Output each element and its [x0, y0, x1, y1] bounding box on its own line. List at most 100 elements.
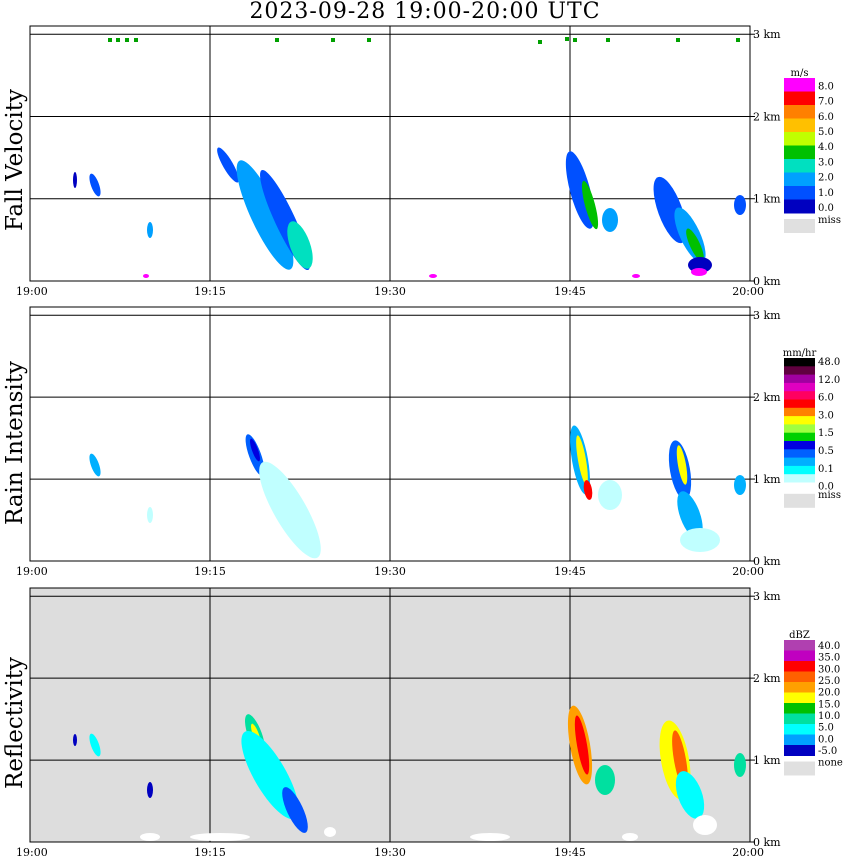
echo-region: [686, 228, 704, 262]
colorbar-label: 25.0: [818, 676, 840, 687]
y-tick-label: 2 km: [753, 110, 781, 123]
echo-region: [125, 38, 129, 42]
colorbar-swatch: [784, 399, 815, 409]
colorbar-label: 0.1: [818, 464, 834, 475]
colorbar-label: 10.0: [818, 711, 840, 722]
colorbar-label: 6.0: [818, 112, 834, 123]
colorbar-swatch: [784, 457, 815, 467]
colorbar-label: 0.0: [818, 203, 834, 214]
colorbar-label: 0.0: [818, 482, 834, 493]
colorbar-swatch: [784, 118, 815, 133]
x-tick-label: 19:00: [16, 846, 48, 859]
colorbar-swatch: [784, 734, 815, 746]
x-tick-label: 19:00: [16, 565, 48, 578]
echo-region: [287, 221, 313, 269]
y-tick-label: 0 km: [753, 836, 781, 849]
colorbar-label: 1.0: [818, 188, 834, 199]
colorbar-label: 12.0: [818, 375, 840, 386]
x-tick-label: 20:00: [732, 846, 764, 859]
colorbar-missing-label: miss: [818, 215, 841, 226]
y-tick-label: 1 km: [753, 193, 781, 206]
echo-region: [147, 507, 153, 523]
echo-region: [565, 37, 569, 41]
colorbar-missing-label: miss: [818, 490, 841, 501]
colorbar-unit: mm/hr: [783, 348, 817, 359]
echo-region: [736, 38, 740, 42]
plot-frame: [29, 25, 751, 282]
echo-region: [691, 268, 707, 276]
echo-region: [275, 38, 279, 42]
colorbar-label: 7.0: [818, 97, 834, 108]
echo-region: [693, 815, 717, 835]
echo-region: [632, 274, 640, 278]
y-tick-label: 2 km: [753, 391, 781, 404]
echo-region: [429, 274, 437, 278]
x-tick-label: 19:15: [194, 285, 226, 298]
y-tick-label: 1 km: [753, 754, 781, 767]
plot-frame: [29, 306, 751, 562]
y-tick-label: 3 km: [753, 590, 781, 603]
colorbar-label: 6.0: [818, 393, 834, 404]
y-tick-label: 3 km: [753, 28, 781, 41]
colorbar-missing-swatch: [784, 219, 815, 233]
colorbar-swatch: [784, 474, 815, 483]
chart-title: 2023-09-28 19:00-20:00 UTC: [249, 0, 601, 24]
echo-region: [622, 833, 638, 841]
x-tick-label: 19:00: [16, 285, 48, 298]
echo-region: [140, 833, 160, 841]
colorbar-label: 8.0: [818, 81, 834, 92]
colorbar-swatch: [784, 366, 815, 376]
x-tick-label: 19:15: [194, 565, 226, 578]
colorbar-swatch: [784, 671, 815, 683]
x-tick-label: 20:00: [732, 565, 764, 578]
colorbar-missing-label: none: [818, 758, 843, 769]
colorbar-swatch: [784, 713, 815, 725]
echo-region: [73, 172, 77, 188]
colorbar-swatch: [784, 703, 815, 714]
plot-frame: [29, 587, 751, 843]
colorbar-swatch: [784, 682, 815, 693]
colorbar-label: 15.0: [818, 699, 840, 710]
echo-region: [676, 38, 680, 42]
colorbar-label: 1.5: [818, 428, 834, 439]
colorbar-swatch: [784, 145, 815, 160]
y-tick-label: 1 km: [753, 473, 781, 486]
colorbar-label: 35.0: [818, 653, 840, 664]
colorbar-swatch: [784, 172, 815, 187]
colorbar-swatch: [784, 358, 815, 367]
colorbar-label: 4.0: [818, 142, 834, 153]
colorbar-missing-swatch: [784, 761, 815, 776]
colorbar-swatch: [784, 449, 815, 459]
colorbar-swatch: [784, 159, 815, 173]
y-tick-label: 3 km: [753, 309, 781, 322]
echo-region: [576, 435, 588, 485]
colorbar-label: 0.5: [818, 446, 834, 457]
colorbar-swatch: [784, 91, 815, 106]
echo-region: [116, 38, 120, 42]
x-tick-label: 20:00: [732, 285, 764, 298]
colorbar-swatch: [784, 78, 815, 92]
echo-region: [677, 491, 703, 539]
echo-region: [282, 787, 308, 833]
colorbar-swatch: [784, 374, 815, 384]
y-tick-label: 2 km: [753, 672, 781, 685]
echo-region: [734, 195, 746, 215]
echo-region: [217, 147, 239, 183]
colorbar-unit: m/s: [791, 68, 809, 79]
colorbar-swatch: [784, 186, 815, 200]
colorbar-label: 0.0: [818, 734, 834, 745]
echo-region: [236, 160, 294, 270]
colorbar-swatch: [784, 407, 815, 417]
x-tick-label: 19:45: [554, 846, 586, 859]
colorbar-label: -5.0: [818, 746, 837, 757]
echo-region: [734, 475, 746, 495]
x-tick-label: 19:30: [374, 285, 406, 298]
colorbar-swatch: [784, 465, 815, 475]
colorbar-swatch: [784, 432, 815, 442]
echo-region: [574, 715, 590, 775]
colorbar-swatch: [784, 724, 815, 735]
colorbar-swatch: [784, 650, 815, 662]
echo-region: [470, 833, 510, 841]
colorbar-label: 5.0: [818, 127, 834, 138]
